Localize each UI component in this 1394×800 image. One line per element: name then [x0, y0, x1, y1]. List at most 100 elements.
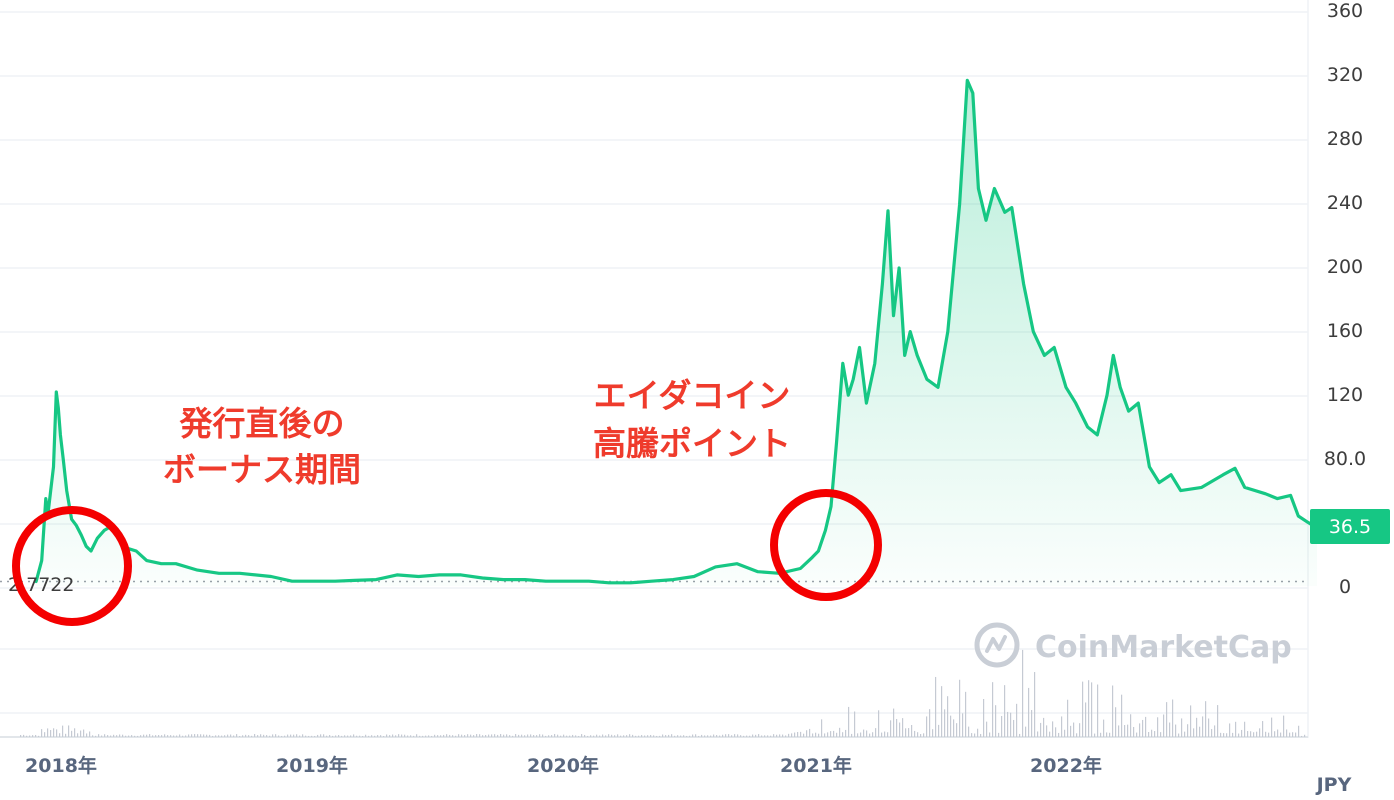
volume-bar [269, 735, 271, 737]
volume-bar [260, 734, 262, 737]
volume-bar [194, 734, 196, 737]
volume-bar [1094, 733, 1096, 737]
volume-bar [749, 735, 751, 737]
volume-bar [1166, 702, 1168, 737]
volume-bar [1181, 718, 1183, 737]
volume-bar [1199, 726, 1201, 737]
volume-bar [464, 735, 466, 737]
volume-bar [1172, 699, 1174, 737]
volume-bar [725, 734, 727, 737]
volume-bar [815, 732, 817, 737]
volume-bar [542, 734, 544, 737]
volume-bar [1208, 718, 1210, 737]
volume-bar [1001, 715, 1003, 737]
volume-bar [383, 735, 385, 737]
volume-bar [1271, 717, 1273, 737]
volume-bar [965, 691, 967, 737]
volume-bar [491, 734, 493, 737]
y-tick-label: 160 [1327, 320, 1363, 342]
volume-bar [773, 734, 775, 737]
volume-bar [950, 715, 952, 737]
volume-bar [731, 735, 733, 737]
volume-bar [98, 734, 100, 737]
volume-bar [296, 734, 298, 737]
volume-bar [380, 735, 382, 737]
volume-bar [1037, 731, 1039, 737]
volume-bar [1145, 716, 1147, 737]
volume-bar [1298, 725, 1300, 737]
volume-bar [425, 735, 427, 737]
volume-bar [131, 735, 133, 737]
volume-bar [92, 735, 94, 737]
volume-bar [101, 735, 103, 737]
volume-bar [1265, 731, 1267, 737]
volume-bar [248, 735, 250, 737]
volume-bar [197, 734, 199, 737]
volume-bar [521, 734, 523, 737]
volume-bar [623, 735, 625, 737]
volume-bar [431, 735, 433, 737]
volume-bar [536, 735, 538, 737]
volume-bar [365, 734, 367, 737]
volume-bar [653, 735, 655, 737]
volume-bar [335, 735, 337, 737]
volume-bar [860, 732, 862, 737]
volume-bar [674, 735, 676, 737]
volume-bar [1151, 729, 1153, 737]
volume-bar [1046, 725, 1048, 737]
volume-bar [878, 710, 880, 737]
volume-bar [116, 735, 118, 737]
volume-bar [485, 735, 487, 737]
volume-bar [434, 734, 436, 737]
volume-bar [1010, 712, 1012, 737]
volume-bar [839, 727, 841, 737]
volume-bar [1073, 722, 1075, 737]
volume-bar [1100, 732, 1102, 737]
volume-bar [494, 734, 496, 737]
volume-bar [1016, 703, 1018, 737]
volume-bar [119, 734, 121, 737]
volume-bar [992, 682, 994, 737]
volume-bar [506, 734, 508, 737]
volume-bar [797, 732, 799, 737]
volume-bar [794, 732, 796, 737]
volume-bar [1028, 687, 1030, 737]
y-tick-label: 280 [1327, 128, 1363, 150]
volume-bar [1238, 733, 1240, 737]
volume-bar [509, 735, 511, 737]
volume-bar [71, 730, 73, 737]
volume-bar [716, 735, 718, 737]
volume-bar [980, 733, 982, 737]
volume-bar [890, 720, 892, 737]
volume-bar [869, 733, 871, 737]
volume-bar [1118, 725, 1120, 737]
volume-bar [635, 735, 637, 737]
volume-bar [1205, 701, 1207, 737]
volume-bar [59, 733, 61, 737]
volume-bar [944, 709, 946, 737]
volume-bar [707, 735, 709, 737]
x-tick-label: 2018年 [25, 754, 97, 777]
volume-bar [1085, 702, 1087, 737]
volume-bar [65, 733, 67, 737]
volume-bar [263, 734, 265, 737]
volume-bar [461, 734, 463, 737]
current-price-badge: 36.5 [1310, 509, 1390, 544]
volume-bar [134, 735, 136, 737]
volume-bar [1121, 694, 1123, 737]
volume-bar [614, 735, 616, 737]
volume-bar [1304, 734, 1306, 737]
volume-bar [836, 732, 838, 737]
volume-bar [83, 729, 85, 737]
volume-bar [317, 734, 319, 737]
volume-bar [764, 735, 766, 737]
volume-bar [182, 735, 184, 737]
y-tick-label: 200 [1327, 256, 1363, 278]
volume-bar [62, 725, 64, 737]
volume-bar [476, 734, 478, 737]
volume-bar [74, 728, 76, 737]
volume-bar [1277, 729, 1279, 737]
volume-bar [932, 729, 934, 737]
volume-bar [368, 735, 370, 737]
volume-bar [356, 735, 358, 737]
